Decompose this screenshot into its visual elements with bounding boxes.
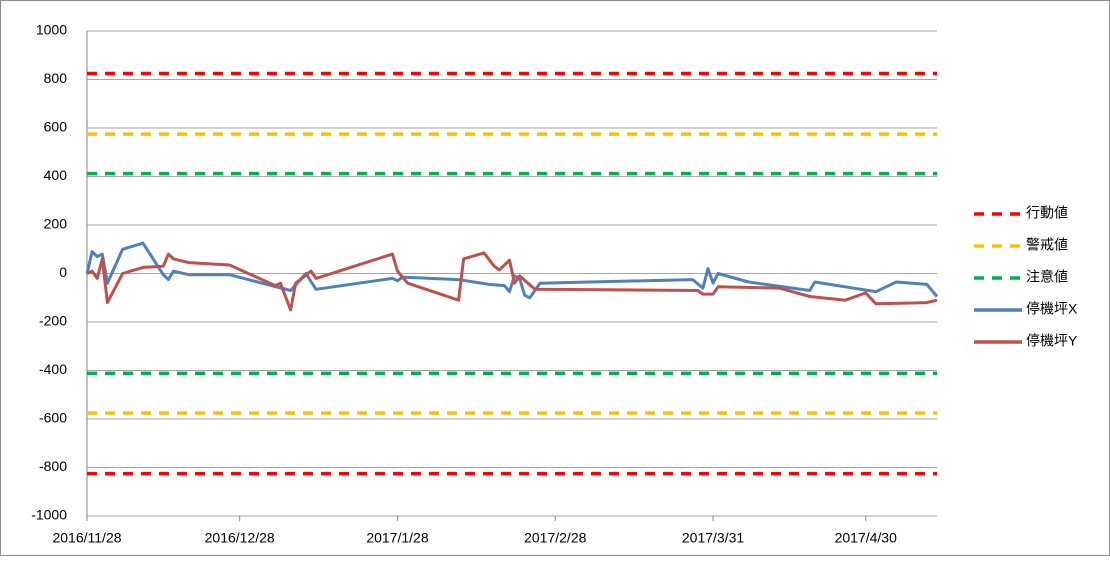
legend-label: 注意値 <box>1026 269 1068 285</box>
series-line <box>85 241 939 300</box>
series-line <box>86 251 938 312</box>
legend-label: 停機坪X <box>1026 301 1078 317</box>
y-tick-label: -400 <box>39 361 67 377</box>
y-tick-label: 600 <box>44 119 68 135</box>
y-tick-label: -200 <box>39 313 67 329</box>
y-tick-label: 400 <box>44 167 68 183</box>
x-tick-label: 2017/2/28 <box>524 530 586 546</box>
y-tick-label: -600 <box>39 410 67 426</box>
x-tick-label: 2017/4/30 <box>835 530 897 546</box>
legend-label: 停機坪Y <box>1026 333 1078 349</box>
legend-label: 警戒値 <box>1026 237 1068 253</box>
y-tick-label: -1000 <box>31 507 67 523</box>
y-tick-label: 0 <box>59 264 67 280</box>
legend-label: 行動値 <box>1026 205 1068 221</box>
y-tick-label: 800 <box>44 70 68 86</box>
x-tick-label: 2016/12/28 <box>205 530 275 546</box>
y-tick-label: 200 <box>44 216 68 232</box>
x-tick-label: 2017/1/28 <box>366 530 428 546</box>
y-tick-label: -800 <box>39 458 67 474</box>
y-tick-label: 1000 <box>36 22 67 38</box>
x-tick-label: 2017/3/31 <box>682 530 744 546</box>
x-tick-label: 2016/11/28 <box>52 530 121 546</box>
